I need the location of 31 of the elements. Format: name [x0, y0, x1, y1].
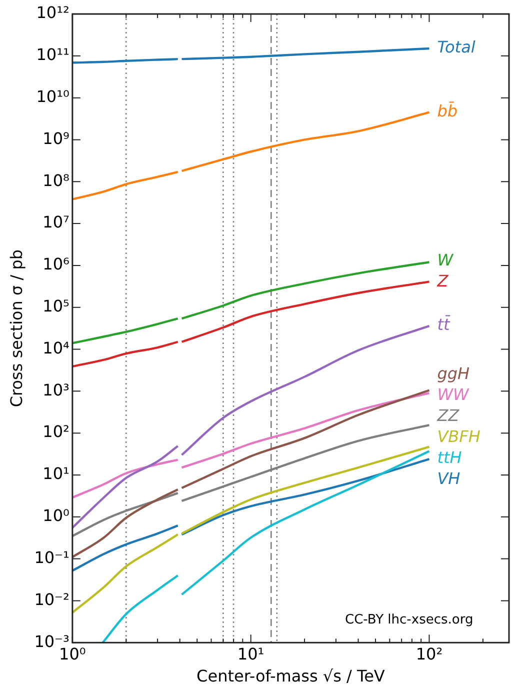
y-tick-label: 10¹¹: [36, 45, 70, 64]
y-tick-label: 10⁰: [42, 506, 70, 526]
series-label: WW: [437, 385, 470, 404]
series-label: tt̄: [437, 315, 451, 334]
y-tick-label: 10⁶: [42, 254, 70, 274]
series-label: Total: [437, 38, 476, 57]
y-tick-label: 10⁻²: [34, 590, 70, 609]
x-tick-label: 10¹: [237, 644, 264, 664]
series-label: Z: [436, 272, 450, 291]
y-tick-label: 10²: [42, 422, 70, 442]
y-tick-label: 10³: [42, 380, 70, 400]
x-tick-label: 10²: [416, 644, 443, 664]
y-tick-label: 10⁴: [42, 338, 70, 358]
y-tick-label: 10¹: [42, 464, 70, 484]
y-tick-label: 10⁻¹: [34, 548, 70, 567]
y-tick-label: 10⁷: [42, 212, 70, 232]
series-label: VBFH: [437, 427, 480, 446]
series-label: ZZ: [436, 406, 460, 426]
y-tick-label: 10¹²: [36, 3, 70, 22]
annotation: CC-BY lhc-xsecs.org: [345, 612, 474, 628]
x-axis-title: Center-of-mass √s / TeV: [196, 666, 385, 686]
y-tick-label: 10⁵: [42, 296, 70, 316]
y-tick-label: 10⁸: [42, 170, 70, 190]
series-label: ggH: [437, 364, 470, 384]
y-axis-title: Cross section σ / pb: [6, 249, 26, 408]
series-label: W: [437, 250, 454, 270]
series-label: VH: [437, 469, 460, 488]
y-tick-label: 10¹⁰: [36, 86, 70, 106]
series-label: bb̄: [437, 102, 458, 120]
y-tick-label: 10⁹: [42, 128, 70, 148]
series-label: ttH: [437, 448, 462, 468]
